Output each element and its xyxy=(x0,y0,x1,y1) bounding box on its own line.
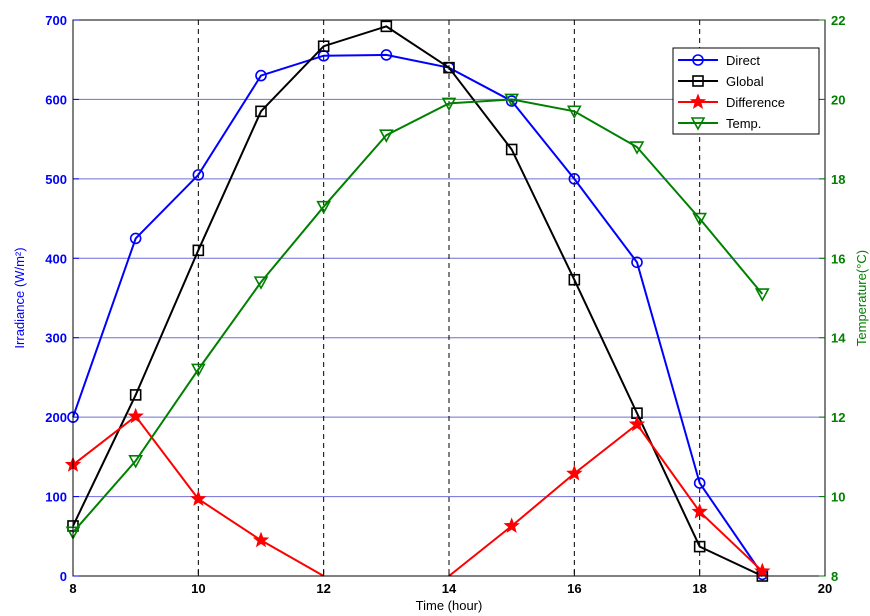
data-point xyxy=(566,464,583,481)
legend-marker xyxy=(692,54,704,66)
legend-label: Difference xyxy=(726,95,785,110)
data-point xyxy=(693,540,706,553)
legend: Direct Global Difference Temp. xyxy=(672,47,820,135)
x-tick-label: 18 xyxy=(692,581,706,596)
data-point xyxy=(443,61,455,74)
data-point xyxy=(691,503,708,519)
data-point xyxy=(629,141,645,155)
data-point xyxy=(127,407,144,424)
data-point xyxy=(316,200,332,215)
data-point xyxy=(754,288,770,302)
data-point xyxy=(128,455,144,469)
left-axis-title: Irradiance (W/m²) xyxy=(12,247,27,348)
series-layer xyxy=(64,20,771,582)
right-tick-label: 20 xyxy=(831,92,845,107)
series-difference xyxy=(64,407,771,579)
data-point xyxy=(631,256,643,269)
x-tick-label: 8 xyxy=(69,581,76,596)
data-point xyxy=(253,276,269,290)
legend-marker xyxy=(690,117,706,131)
data-point xyxy=(192,244,205,257)
series-global xyxy=(67,20,769,582)
data-point xyxy=(129,389,142,401)
legend-box xyxy=(672,47,820,135)
series-line xyxy=(448,422,763,577)
data-point xyxy=(190,490,207,506)
right-tick-label: 22 xyxy=(831,13,845,28)
legend-label: Direct xyxy=(726,53,760,68)
data-point xyxy=(252,531,270,548)
data-point xyxy=(255,69,267,82)
x-axis-title: Time (hour) xyxy=(416,598,483,613)
legend-marker xyxy=(692,75,704,87)
left-tick-label: 700 xyxy=(45,13,67,28)
data-point xyxy=(568,273,581,286)
data-point xyxy=(504,93,520,108)
x-tick-label: 10 xyxy=(191,581,205,596)
right-tick-label: 16 xyxy=(831,251,845,266)
data-point xyxy=(317,40,330,53)
data-point xyxy=(503,517,520,533)
legend-item: Global xyxy=(678,74,764,89)
legend-label: Temp. xyxy=(726,116,761,131)
left-tick-label: 400 xyxy=(45,251,67,266)
data-point xyxy=(566,105,582,120)
left-tick-label: 0 xyxy=(60,569,67,584)
left-tick-label: 500 xyxy=(45,172,67,187)
x-tick-label: 16 xyxy=(567,581,581,596)
right-tick-label: 14 xyxy=(831,331,846,346)
data-point xyxy=(628,415,646,432)
data-point xyxy=(192,169,205,181)
data-point xyxy=(692,212,708,227)
right-tick-label: 12 xyxy=(831,410,845,425)
x-tick-label: 12 xyxy=(316,581,330,596)
data-point xyxy=(380,20,393,33)
series-temp xyxy=(65,93,770,540)
data-point xyxy=(380,49,393,61)
ticks: 0 100 200 300 400 500 600 700 8 10 12 14 16 18 20 22 8 10… xyxy=(45,13,846,596)
data-point xyxy=(378,129,394,143)
left-tick-label: 300 xyxy=(45,331,67,346)
series-line xyxy=(72,25,763,577)
legend-item: Temp. xyxy=(678,116,761,131)
series-line xyxy=(72,98,764,533)
right-axis-title: Temperature(°C) xyxy=(854,250,869,346)
data-point xyxy=(693,477,706,489)
series-line xyxy=(72,53,764,575)
x-tick-label: 14 xyxy=(442,581,457,596)
data-point xyxy=(754,562,771,579)
right-tick-label: 18 xyxy=(831,172,845,187)
left-tick-label: 200 xyxy=(45,410,67,425)
data-point xyxy=(505,143,518,156)
x-tick-label: 20 xyxy=(818,581,832,596)
legend-label: Global xyxy=(726,74,764,89)
left-tick-label: 100 xyxy=(45,490,67,505)
legend-item: Difference xyxy=(678,93,785,110)
legend-item: Direct xyxy=(678,53,760,68)
right-tick-label: 10 xyxy=(831,490,845,505)
right-tick-label: 8 xyxy=(831,569,838,584)
data-point xyxy=(190,363,206,378)
left-tick-label: 600 xyxy=(45,92,67,107)
data-point xyxy=(129,232,142,245)
data-point xyxy=(255,105,267,118)
legend-marker xyxy=(689,93,707,109)
data-point xyxy=(568,173,581,185)
data-point xyxy=(441,97,457,112)
